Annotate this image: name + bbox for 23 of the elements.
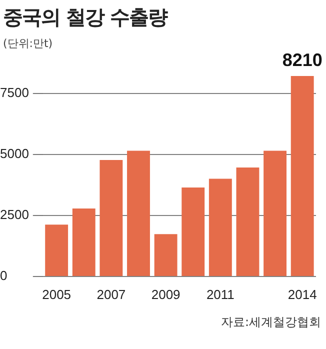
x-tick-label: 2007 (96, 286, 126, 302)
bar (236, 168, 260, 276)
y-tick-label: 5000 (0, 146, 29, 161)
y-tick-label: 2500 (0, 206, 29, 222)
bar (182, 188, 205, 276)
chart-subtitle: (단위:만t) (3, 36, 53, 51)
y-tick-label: 7500 (0, 84, 29, 100)
bar (45, 224, 68, 276)
x-tick-label: 2005 (42, 286, 72, 302)
bar (100, 160, 123, 276)
y-tick-label: 0 (0, 268, 8, 283)
bar (208, 178, 232, 276)
bar (127, 150, 150, 276)
text: 자료:세계철강협회 (220, 314, 321, 331)
x-tick-label: 2014 (288, 286, 317, 302)
bar (264, 150, 287, 276)
bar (154, 234, 178, 276)
bar (72, 208, 96, 276)
data-label: 8210 (282, 50, 322, 70)
bar (290, 76, 314, 276)
x-tick-label: 2011 (206, 286, 234, 302)
chart-title: 중국의 철강 수출량 (3, 4, 167, 31)
x-tick-label: 2009 (151, 286, 180, 302)
